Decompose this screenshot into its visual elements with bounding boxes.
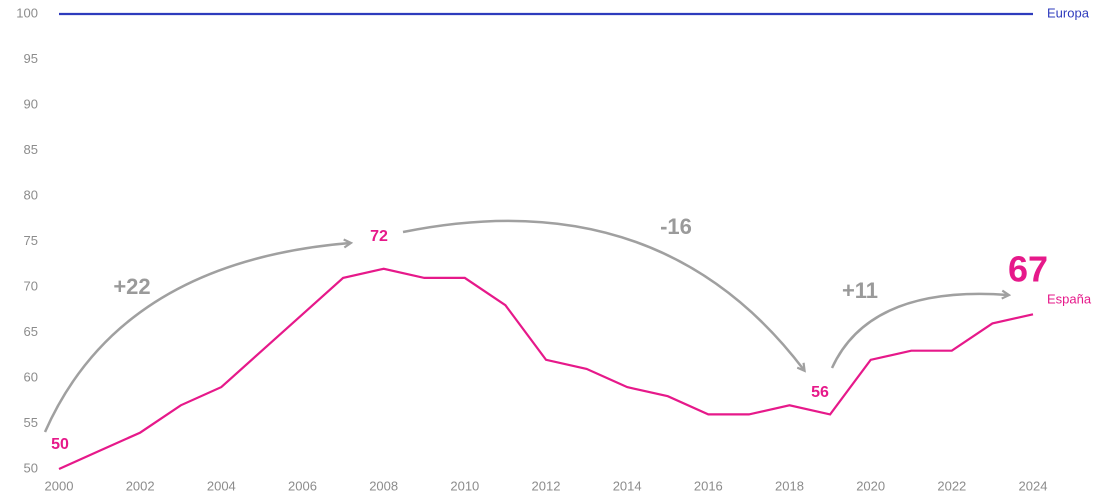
x-tick-label: 2018	[775, 478, 804, 493]
x-tick-label: 2004	[207, 478, 236, 493]
x-tick-label: 2000	[45, 478, 74, 493]
y-tick-label: 60	[24, 369, 38, 384]
x-tick-label: 2008	[369, 478, 398, 493]
data-label: 56	[811, 384, 829, 401]
y-tick-label: 55	[24, 415, 38, 430]
data-label: 50	[51, 436, 69, 453]
y-tick-label: 50	[24, 460, 38, 475]
x-tick-label: 2014	[613, 478, 642, 493]
data-label: 67	[1008, 249, 1048, 290]
x-tick-label: 2016	[694, 478, 723, 493]
arrow	[402, 219, 804, 370]
y-tick-label: 70	[24, 278, 38, 293]
y-tick-label: 90	[24, 96, 38, 111]
y-tick-label: 100	[16, 5, 38, 20]
y-tick-label: 80	[24, 187, 38, 202]
series-label: España	[1047, 292, 1092, 307]
y-tick-label: 65	[24, 324, 38, 339]
x-tick-label: 2002	[126, 478, 155, 493]
x-tick-label: 2006	[288, 478, 317, 493]
y-tick-label: 75	[24, 233, 38, 248]
x-tick-label: 2020	[856, 478, 885, 493]
series-label: Europa	[1047, 5, 1090, 20]
annotation: +22	[113, 274, 150, 299]
x-tick-label: 2012	[532, 478, 561, 493]
x-tick-label: 2022	[937, 478, 966, 493]
x-tick-label: 2024	[1019, 478, 1048, 493]
x-tick-label: 2010	[450, 478, 479, 493]
arrow	[43, 243, 350, 433]
data-label: 72	[370, 228, 388, 245]
annotation: +11	[842, 278, 878, 303]
y-tick-label: 85	[24, 142, 38, 157]
annotation: -16	[660, 214, 692, 239]
y-tick-label: 95	[24, 51, 38, 66]
series-line	[58, 267, 1034, 471]
arrow	[830, 294, 1008, 369]
